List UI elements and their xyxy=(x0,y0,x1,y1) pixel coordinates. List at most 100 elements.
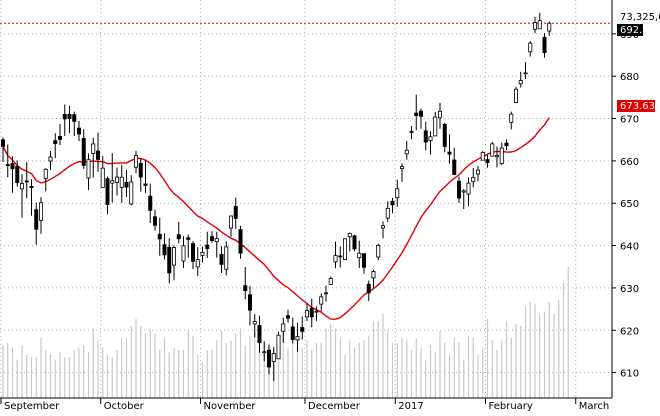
candle-body-down xyxy=(15,165,20,183)
candle xyxy=(15,160,20,187)
candle xyxy=(148,183,153,223)
candle xyxy=(480,150,485,161)
candle xyxy=(129,175,134,206)
candle xyxy=(86,153,91,191)
month-label: February xyxy=(489,401,533,412)
candle-body-down xyxy=(452,159,457,175)
candle-body-down xyxy=(442,123,447,147)
candle xyxy=(119,164,124,203)
last-price-label: 692.5 xyxy=(620,25,649,36)
candle xyxy=(214,231,219,258)
candle-body-up xyxy=(357,252,362,259)
candle-body-up xyxy=(200,252,205,256)
candle xyxy=(58,123,63,146)
candle xyxy=(62,104,67,136)
candle xyxy=(319,293,324,312)
candle-body-down xyxy=(190,243,195,262)
candle-body-down xyxy=(176,234,181,240)
candle xyxy=(547,21,552,36)
candle xyxy=(190,241,195,270)
candle xyxy=(110,153,115,203)
month-label: March xyxy=(579,401,609,412)
candle-body-up xyxy=(252,321,257,325)
candle xyxy=(5,144,10,178)
candle-body-down xyxy=(300,327,305,332)
candle-body-up xyxy=(214,238,219,243)
candle-body-up xyxy=(119,176,124,188)
candle-body-down xyxy=(418,110,423,117)
candle-body-down xyxy=(309,307,314,318)
candle xyxy=(504,139,509,150)
candle xyxy=(537,12,542,30)
candle xyxy=(399,163,404,182)
candle xyxy=(404,140,409,160)
candle xyxy=(509,111,514,130)
candle-body-up xyxy=(466,182,471,195)
price-tick-label: 640 xyxy=(620,242,639,253)
candle-body-down xyxy=(456,180,461,199)
candle xyxy=(418,108,423,129)
candle xyxy=(485,154,490,168)
candle xyxy=(77,121,82,142)
candle xyxy=(533,16,538,34)
moving-average-layer xyxy=(2,116,550,320)
candle-body-down xyxy=(186,237,191,240)
candle xyxy=(124,170,129,198)
candle xyxy=(542,33,547,58)
price-tick-label: 660 xyxy=(620,157,639,168)
candle-body-up xyxy=(19,183,24,190)
candle-body-up xyxy=(281,323,286,332)
candle-body-up xyxy=(129,181,134,205)
candle xyxy=(494,146,499,168)
candle xyxy=(29,179,34,216)
volume-layer xyxy=(2,266,569,398)
candle xyxy=(428,131,433,155)
candle xyxy=(171,245,176,281)
candle xyxy=(333,241,338,269)
candle xyxy=(514,86,519,104)
candle xyxy=(366,280,371,302)
candle-body-down xyxy=(5,164,10,166)
candle xyxy=(357,240,362,269)
candle xyxy=(385,201,390,222)
candle-body-down xyxy=(62,114,67,120)
candle-body-up xyxy=(228,215,233,229)
candle-body-up xyxy=(518,80,523,85)
candle xyxy=(328,276,333,285)
candle-body-down xyxy=(423,130,428,143)
candle-body-up xyxy=(494,155,499,158)
candle-body-up xyxy=(404,149,409,155)
month-label: December xyxy=(308,401,361,412)
candle-body-up xyxy=(100,167,105,188)
candle-body-up xyxy=(428,136,433,142)
candle xyxy=(233,197,238,229)
candle xyxy=(181,236,186,268)
candle-body-up xyxy=(110,180,115,184)
candle-body-down xyxy=(409,130,414,133)
candle xyxy=(285,309,290,323)
candle-body-down xyxy=(157,233,162,240)
candle xyxy=(475,165,480,182)
candle-body-up xyxy=(115,176,120,183)
candle-body-down xyxy=(542,36,547,53)
candle xyxy=(528,41,533,57)
candle xyxy=(257,315,262,353)
candle xyxy=(314,306,319,321)
candle xyxy=(395,179,400,207)
candle-body-down xyxy=(53,140,58,144)
candle-body-down xyxy=(285,315,290,319)
candle-body-down xyxy=(0,139,6,147)
candle xyxy=(262,341,267,362)
candle-body-up xyxy=(271,353,276,362)
candle-body-down xyxy=(504,142,509,147)
candle-body-up xyxy=(433,116,438,137)
candle xyxy=(452,147,457,176)
candle-body-up xyxy=(395,188,400,199)
candle-body-down xyxy=(447,151,452,155)
candle xyxy=(309,298,314,328)
candle-body-up xyxy=(523,72,528,75)
candle-body-down xyxy=(138,162,143,178)
candle-body-down xyxy=(485,159,490,163)
candle xyxy=(152,209,157,231)
month-label: October xyxy=(104,401,145,412)
